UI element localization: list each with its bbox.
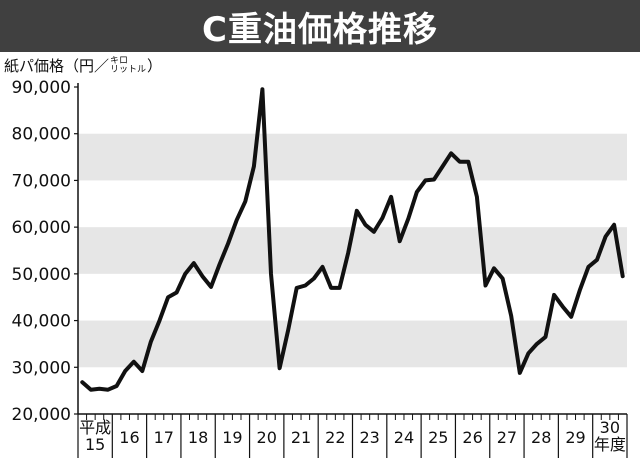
y-tick-label: 50,000 (12, 265, 71, 285)
grid-band (78, 320, 627, 368)
x-tick-label: 平成 (79, 418, 111, 437)
x-tick-label: 30 (600, 418, 620, 437)
y-tick-label: 70,000 (12, 171, 71, 191)
chart-title: C重油価格推移 (202, 9, 438, 50)
y-tick-label: 60,000 (12, 218, 71, 238)
x-tick-label: 18 (188, 428, 208, 447)
y-tick-label: 20,000 (12, 405, 71, 425)
x-tick-label: 27 (497, 428, 517, 447)
y-tick-label: 30,000 (12, 358, 71, 378)
x-tick-label: 21 (291, 428, 311, 447)
x-tick-label: 28 (531, 428, 551, 447)
series-line (80, 87, 625, 392)
unit-label-suffix: ） (147, 57, 163, 75)
x-tick-label: 17 (154, 428, 174, 447)
y-tick-label: 80,000 (12, 125, 71, 145)
x-tick-label: 25 (428, 428, 448, 447)
y-axis-unit-label: 紙パ価格（円／ キロ リットル ） (4, 55, 162, 76)
x-tick-label: 19 (222, 428, 242, 447)
y-tick-label: 90,000 (12, 78, 71, 98)
unit-label-prefix: 紙パ価格（円／ (4, 57, 110, 75)
x-tick-label: 16 (119, 428, 139, 447)
grid-band (78, 133, 627, 181)
x-tick-label: 24 (394, 428, 414, 447)
chart-title-bar: C重油価格推移 (0, 0, 640, 52)
x-tick-label: 29 (565, 428, 585, 447)
x-tick-label: 23 (359, 428, 379, 447)
unit-ruby: キロ リットル (110, 55, 147, 75)
x-tick-label: 15 (85, 435, 105, 454)
y-tick-label: 40,000 (12, 312, 71, 332)
unit-ruby-bottom: リットル (110, 64, 147, 75)
x-tick-label: 20 (257, 428, 277, 447)
x-tick-label: 年度 (594, 435, 626, 454)
unit-ruby-top: キロ (110, 55, 129, 66)
x-tick-label: 22 (325, 428, 345, 447)
x-tick-label: 26 (462, 428, 482, 447)
